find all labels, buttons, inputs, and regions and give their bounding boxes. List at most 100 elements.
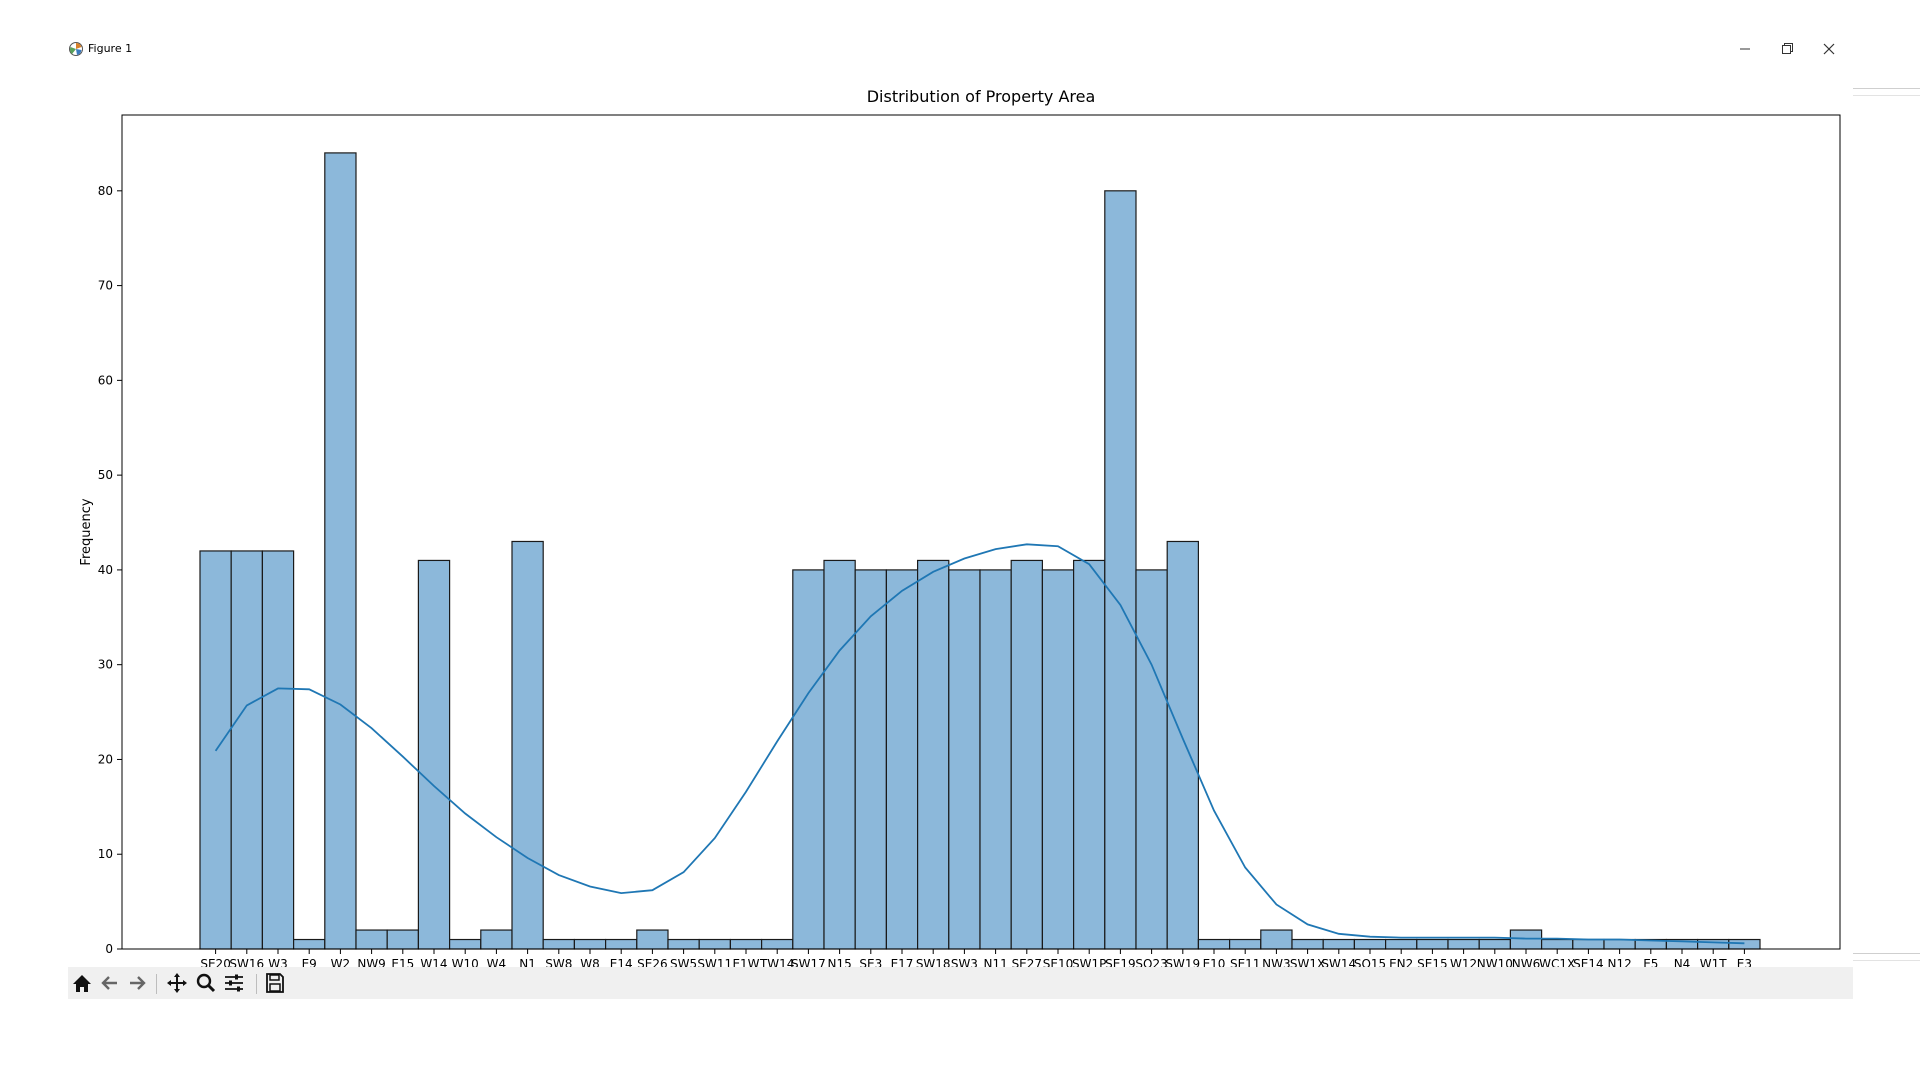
- navigation-toolbar: [68, 967, 1853, 999]
- x-tick-label: E17: [891, 957, 914, 967]
- x-tick-label: SE3: [859, 957, 882, 967]
- x-tick-label: E1W: [732, 957, 759, 967]
- histogram-bar: [230, 550, 263, 950]
- x-tick-label: W14: [420, 957, 447, 967]
- toolbar-separator: [256, 974, 257, 994]
- histogram-bar: [1260, 929, 1293, 950]
- x-tick-label: SE15: [1417, 957, 1447, 967]
- close-button[interactable]: [1814, 36, 1844, 62]
- x-tick-label: SO15: [1354, 957, 1386, 967]
- y-axis-label: Frequency: [79, 498, 94, 565]
- figure-window: Figure 1 Distribution of Property Area 0 1…: [68, 30, 1853, 1005]
- histogram-bar: [916, 559, 950, 950]
- background-window-edge: [1853, 88, 1920, 96]
- y-tick-label: 0: [105, 942, 113, 956]
- x-tick-label: SE10: [1043, 957, 1073, 967]
- configure-subplots-icon: [225, 974, 243, 992]
- matplotlib-figure-icon: [68, 41, 84, 57]
- restore-button[interactable]: [1772, 36, 1802, 62]
- histogram-bar: [355, 929, 388, 950]
- y-tick-label: 70: [98, 279, 113, 293]
- histogram-bar: [1228, 938, 1262, 950]
- x-tick-label: N12: [1607, 957, 1631, 967]
- histogram-bar: [1353, 938, 1387, 950]
- histogram-bar: [573, 938, 607, 950]
- forward-arrow-icon: [130, 976, 146, 990]
- home-icon: [73, 975, 91, 992]
- x-tick-label: N4: [1674, 957, 1691, 967]
- histogram-bar: [729, 938, 763, 950]
- histogram-bar: [979, 569, 1012, 950]
- x-tick-label: E15: [391, 957, 414, 967]
- x-tick-label: SE27: [1012, 957, 1042, 967]
- x-tick-label: W8: [580, 957, 600, 967]
- pan-icon: [167, 973, 187, 993]
- histogram-bar: [1135, 569, 1168, 950]
- save-icon: [266, 973, 284, 993]
- histogram-bar: [1603, 938, 1636, 950]
- histogram-bar: [1322, 938, 1355, 950]
- pan-button[interactable]: [164, 971, 190, 995]
- x-tick-label: SW3: [951, 957, 978, 967]
- x-tick-label: E14: [610, 957, 633, 967]
- forward-button[interactable]: [124, 971, 150, 995]
- histogram-bar: [698, 938, 732, 950]
- plot-area[interactable]: Distribution of Property Area 0 10 20 30 40 50…: [68, 70, 1853, 990]
- minimize-button[interactable]: [1730, 36, 1760, 62]
- x-tick-label: N11: [983, 957, 1007, 967]
- title-bar[interactable]: Figure 1: [68, 30, 1853, 70]
- x-tick-label: SW16: [229, 957, 264, 967]
- x-tick-label: W10: [452, 957, 479, 967]
- histogram-bar: [1291, 938, 1324, 950]
- y-tick-label: 80: [98, 184, 113, 198]
- back-button[interactable]: [97, 971, 123, 995]
- histogram-bar: [667, 938, 700, 950]
- window-title: Figure 1: [88, 42, 133, 55]
- x-tick-label: SE14: [1573, 957, 1603, 967]
- chart-title: Distribution of Property Area: [867, 87, 1096, 106]
- configure-subplots-button[interactable]: [221, 971, 247, 995]
- kde-line: [214, 543, 1745, 945]
- x-tick-label: SE26: [637, 957, 667, 967]
- home-button[interactable]: [69, 971, 95, 995]
- x-tick-label: N1: [519, 957, 536, 967]
- y-tick-label: 50: [98, 468, 113, 482]
- back-arrow-icon: [101, 976, 117, 990]
- x-tick-label: SW18: [916, 957, 951, 967]
- histogram-bar: [636, 929, 669, 950]
- x-tick-label: SW8: [545, 957, 572, 967]
- x-tick-label: SW14: [1321, 957, 1356, 967]
- histogram-bar: [885, 569, 919, 950]
- x-tick-label: WC1X: [1539, 957, 1575, 967]
- histogram-bar: [1416, 938, 1449, 950]
- histogram-bar: [823, 559, 856, 950]
- zoom-icon: [196, 973, 216, 993]
- x-tick-label: SE19: [1105, 957, 1135, 967]
- save-button[interactable]: [262, 971, 288, 995]
- x-tick-label: NW9: [357, 957, 385, 967]
- x-tick-label: SW17: [791, 957, 826, 967]
- histogram-bar: [1166, 540, 1199, 950]
- histogram-bar: [293, 938, 326, 950]
- histogram-bar: [1572, 938, 1605, 950]
- x-tick-label: SW1P: [1072, 957, 1106, 967]
- background-window-edge: [1853, 953, 1920, 961]
- x-tick-label: NW10: [1477, 957, 1513, 967]
- histogram-bar: [1478, 938, 1511, 950]
- x-tick-label: SE20: [200, 957, 230, 967]
- histogram-bar: [1041, 569, 1075, 950]
- histogram-bar: [1072, 559, 1106, 950]
- close-icon: [1823, 43, 1835, 55]
- x-tick-label: SW5: [670, 957, 697, 967]
- zoom-button[interactable]: [193, 971, 219, 995]
- histogram-bar: [1447, 938, 1480, 950]
- histogram-bar: [1696, 938, 1730, 950]
- x-tick-label: W2: [331, 957, 351, 967]
- toolbar-separator: [156, 974, 157, 994]
- histogram-bar: [480, 929, 513, 950]
- x-tick-label: E10: [1203, 957, 1226, 967]
- histogram-bar: [449, 938, 482, 950]
- histogram-bar: [1728, 938, 1761, 950]
- x-tick-label: EN2: [1389, 957, 1413, 967]
- histogram-bar: [417, 559, 451, 950]
